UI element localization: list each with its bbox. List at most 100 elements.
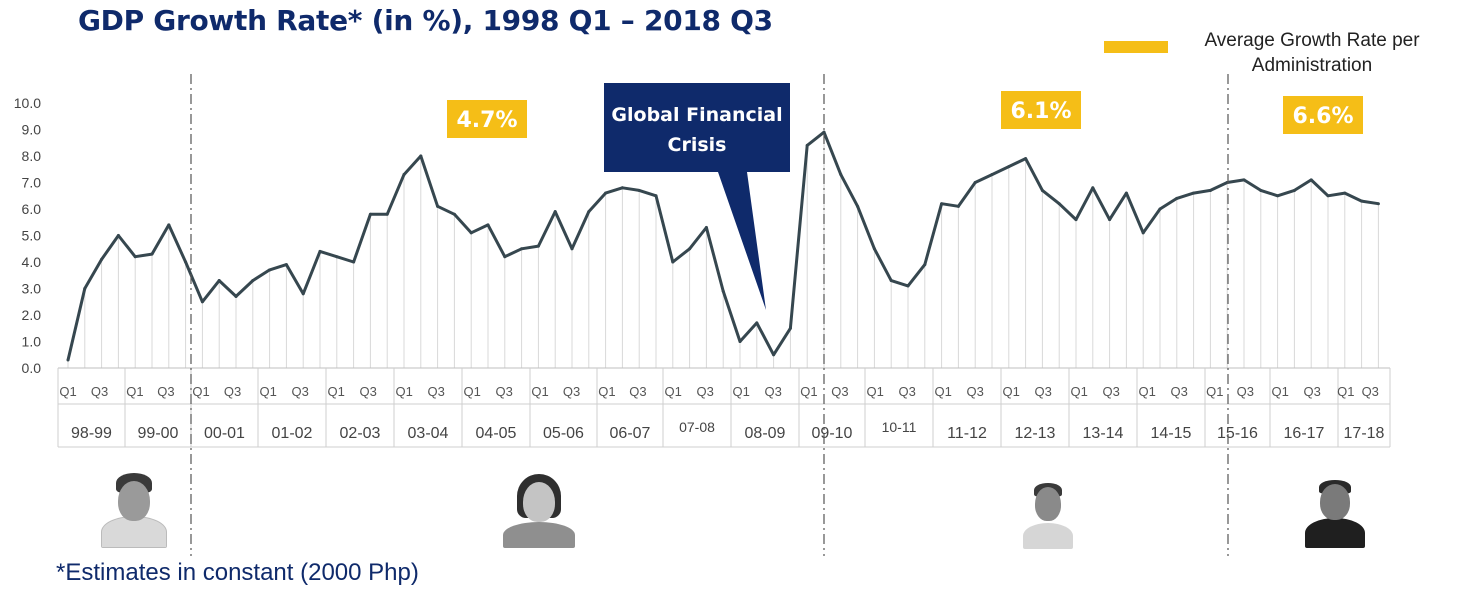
y-tick-label: 2.0 bbox=[22, 307, 42, 323]
data-point bbox=[704, 226, 708, 230]
legend-swatch bbox=[1104, 41, 1168, 53]
x-axis-table: Q1 Q3 98-99 Q1 Q3 99-00 Q1 Q3 00-01 Q1 Q3 01-02 Q1 Q3… bbox=[57, 368, 1391, 448]
quarter-tick-label: Q3 bbox=[696, 384, 713, 399]
quarter-tick-label: Q1 bbox=[665, 384, 682, 399]
period-label: 98-99 bbox=[71, 425, 112, 442]
data-point bbox=[755, 321, 759, 325]
quarter-tick-label: Q1 bbox=[1206, 384, 1223, 399]
y-tick-label: 9.0 bbox=[22, 122, 42, 138]
period-label: 08-09 bbox=[745, 425, 786, 442]
y-tick-label: 8.0 bbox=[22, 148, 42, 164]
data-point bbox=[570, 247, 574, 251]
period-label: 14-15 bbox=[1151, 425, 1192, 442]
data-point bbox=[654, 194, 658, 198]
crisis-callout bbox=[604, 83, 790, 310]
data-point bbox=[1108, 218, 1112, 222]
data-point bbox=[352, 260, 356, 264]
data-point bbox=[335, 255, 339, 259]
average-label: 4.7% bbox=[456, 108, 517, 133]
data-point bbox=[268, 268, 272, 272]
data-point bbox=[402, 173, 406, 177]
y-tick-label: 6.0 bbox=[22, 201, 42, 217]
data-point bbox=[956, 204, 960, 208]
data-point bbox=[553, 210, 557, 214]
data-point bbox=[1091, 186, 1095, 190]
data-point bbox=[452, 212, 456, 216]
data-point bbox=[368, 212, 372, 216]
data-point bbox=[1024, 157, 1028, 161]
quarter-tick-label: Q3 bbox=[898, 384, 915, 399]
quarter-tick-label: Q3 bbox=[1102, 384, 1119, 399]
quarter-tick-label: Q3 bbox=[831, 384, 848, 399]
data-point bbox=[1124, 191, 1128, 195]
average-badge bbox=[447, 100, 527, 138]
period-label: 05-06 bbox=[543, 425, 584, 442]
data-point bbox=[486, 223, 490, 227]
period-label: 07-08 bbox=[679, 419, 715, 435]
data-point bbox=[872, 247, 876, 251]
data-point bbox=[738, 340, 742, 343]
data-point bbox=[150, 252, 154, 256]
quarter-tick-label: Q1 bbox=[1272, 384, 1289, 399]
quarter-tick-label: Q3 bbox=[1034, 384, 1051, 399]
data-point bbox=[839, 173, 843, 177]
data-point bbox=[200, 300, 204, 304]
data-point bbox=[805, 143, 809, 147]
period-label: 02-03 bbox=[340, 425, 381, 442]
y-tick-label: 7.0 bbox=[22, 175, 42, 191]
quarter-tick-label: Q1 bbox=[1139, 384, 1156, 399]
quarter-tick-label: Q1 bbox=[867, 384, 884, 399]
gridlines bbox=[67, 132, 1379, 368]
period-label: 00-01 bbox=[204, 425, 245, 442]
period-label: 13-14 bbox=[1083, 425, 1124, 442]
data-point bbox=[217, 279, 221, 283]
data-point bbox=[83, 287, 87, 290]
data-point bbox=[1007, 165, 1011, 169]
data-point bbox=[688, 247, 692, 251]
data-point bbox=[1292, 188, 1296, 192]
portrait-duterte-icon bbox=[1305, 478, 1365, 548]
data-point bbox=[469, 231, 473, 235]
data-point bbox=[536, 244, 540, 248]
quarter-tick-label: Q3 bbox=[91, 384, 108, 399]
y-tick-label: 4.0 bbox=[22, 254, 42, 270]
data-point bbox=[1141, 231, 1145, 235]
data-point bbox=[167, 223, 171, 227]
data-point bbox=[1040, 188, 1044, 192]
data-point bbox=[436, 204, 440, 208]
quarter-tick-label: Q1 bbox=[396, 384, 413, 399]
data-point bbox=[906, 284, 910, 288]
data-point bbox=[284, 263, 288, 267]
quarter-tick-label: Q3 bbox=[291, 384, 308, 399]
data-point bbox=[1074, 218, 1078, 222]
data-point bbox=[1343, 191, 1347, 195]
crisis-callout-line2: Crisis bbox=[668, 134, 727, 156]
quarter-tick-label: Q1 bbox=[59, 384, 76, 399]
period-label: 04-05 bbox=[476, 425, 517, 442]
period-label: 99-00 bbox=[138, 425, 179, 442]
data-point bbox=[1309, 178, 1313, 182]
quarter-tick-label: Q3 bbox=[1237, 384, 1254, 399]
quarter-tick-label: Q1 bbox=[935, 384, 952, 399]
quarter-tick-label: Q1 bbox=[598, 384, 615, 399]
y-tick-label: 10.0 bbox=[14, 95, 41, 111]
period-label: 12-13 bbox=[1015, 425, 1056, 442]
quarter-tick-label: Q3 bbox=[1170, 384, 1187, 399]
quarter-tick-label: Q1 bbox=[1071, 384, 1088, 399]
data-point bbox=[1376, 202, 1380, 206]
data-point bbox=[184, 260, 188, 264]
data-point bbox=[822, 130, 826, 134]
quarter-tick-label: Q1 bbox=[260, 384, 277, 399]
quarter-tick-label: Q1 bbox=[126, 384, 143, 399]
data-point bbox=[503, 255, 507, 259]
data-point bbox=[1192, 191, 1196, 195]
crisis-callout-line1: Global Financial bbox=[611, 104, 782, 126]
data-point bbox=[721, 289, 725, 293]
period-label: 11-12 bbox=[947, 425, 987, 442]
portrait-arroyo-icon bbox=[503, 472, 575, 548]
quarter-tick-label: Q3 bbox=[1303, 384, 1320, 399]
quarter-tick-label: Q1 bbox=[192, 384, 209, 399]
data-point bbox=[772, 353, 776, 357]
data-point bbox=[1326, 194, 1330, 198]
average-badge bbox=[1001, 91, 1081, 129]
